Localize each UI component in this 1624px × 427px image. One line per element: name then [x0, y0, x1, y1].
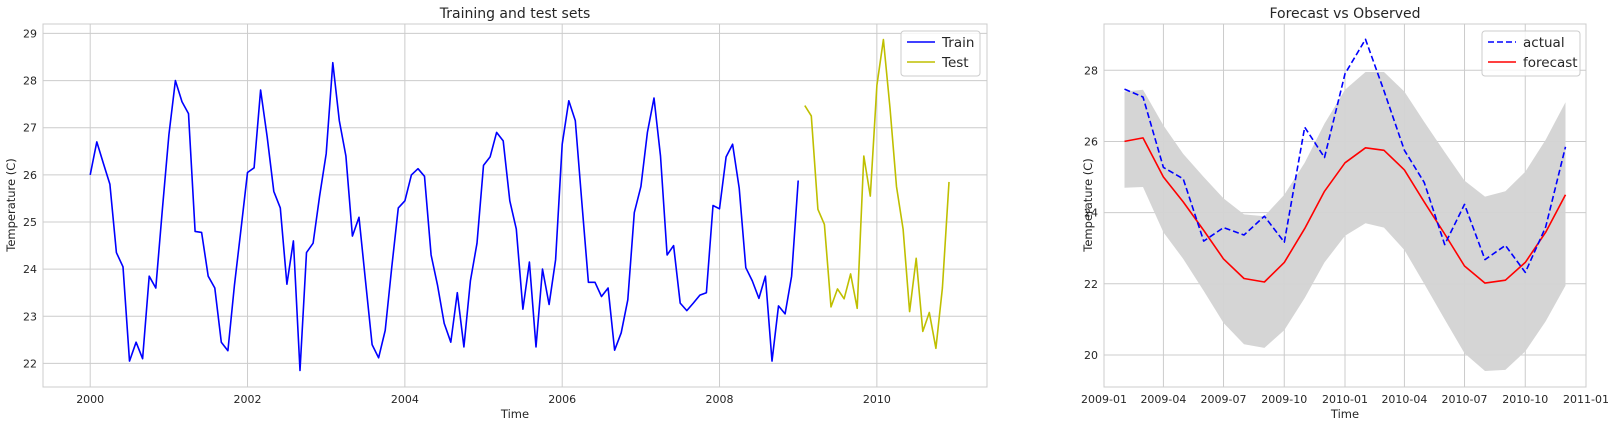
y-tick-label: 25 [23, 216, 37, 229]
y-tick-label: 28 [1084, 64, 1098, 77]
series-line-train [89, 61, 799, 372]
y-tick-label: 22 [1084, 278, 1098, 291]
y-tick-label: 24 [23, 263, 37, 276]
series-lines [89, 38, 950, 372]
series-line-forecast [1124, 137, 1567, 284]
legend-label-test: Test [941, 55, 969, 71]
chart-title: Training and test sets [439, 6, 591, 22]
legend-label-forecast: forecast [1523, 55, 1578, 71]
grid-lines [43, 24, 987, 387]
chart-title: Forecast vs Observed [1269, 6, 1420, 22]
x-tick-label: 2011-01 [1563, 393, 1609, 406]
x-tick-label: 2008 [706, 393, 734, 406]
confidence-band [1124, 72, 1566, 371]
x-tick-label: 2000 [76, 393, 104, 406]
y-tick-label: 29 [23, 27, 37, 40]
y-tick-label: 20 [1084, 349, 1098, 362]
x-tick-label: 2002 [234, 393, 262, 406]
legend: Train Test [900, 30, 981, 77]
y-axis-label: Temperature (C) [1081, 158, 1095, 253]
legend-label-actual: actual [1523, 35, 1565, 51]
x-tick-label: 2010 [863, 393, 891, 406]
legend-label-train: Train [941, 35, 974, 51]
y-tick-label: 23 [23, 310, 37, 323]
y-axis-label: Temperature (C) [4, 158, 18, 253]
x-tick-label: 2010-04 [1381, 393, 1427, 406]
x-axis-label: Time [1330, 407, 1359, 421]
y-tick-label: 26 [23, 169, 37, 182]
series-lines [1124, 38, 1567, 284]
tick-labels: 2009-01 2009-04 2009-07 2009-10 2010-01 2010-… [1081, 64, 1609, 406]
legend: actual forecast [1481, 30, 1581, 77]
x-tick-label: 2010-10 [1502, 393, 1548, 406]
x-tick-label: 2006 [548, 393, 576, 406]
y-tick-label: 22 [23, 357, 37, 370]
y-tick-label: 28 [23, 75, 37, 88]
x-tick-label: 2010-07 [1442, 393, 1488, 406]
y-tick-label: 27 [23, 122, 37, 135]
series-line-test [804, 38, 950, 350]
x-tick-label: 2010-01 [1322, 393, 1368, 406]
series-line-actual [1124, 38, 1567, 274]
y-tick-label: 24 [1084, 207, 1098, 220]
plot-frame [42, 23, 988, 388]
x-tick-label: 2009-10 [1261, 393, 1307, 406]
plot-frame [1103, 23, 1587, 388]
confidence-band-area [1124, 72, 1566, 371]
y-tick-label: 26 [1084, 135, 1098, 148]
x-tick-label: 2004 [391, 393, 419, 406]
x-axis-label: Time [500, 407, 529, 421]
tick-labels: 2000 2002 2004 2006 2008 2010 22 23 24 25 26 27 28 29 [23, 27, 891, 406]
x-tick-label: 2009-04 [1140, 393, 1186, 406]
x-tick-label: 2009-07 [1201, 393, 1247, 406]
x-tick-label: 2009-01 [1081, 393, 1127, 406]
training-test-chart: 2000 2002 2004 2006 2008 2010 22 23 24 25 26 27 28 29… [4, 6, 988, 421]
forecast-chart: 2009-01 2009-04 2009-07 2009-10 2010-01 2010-… [1081, 6, 1609, 421]
